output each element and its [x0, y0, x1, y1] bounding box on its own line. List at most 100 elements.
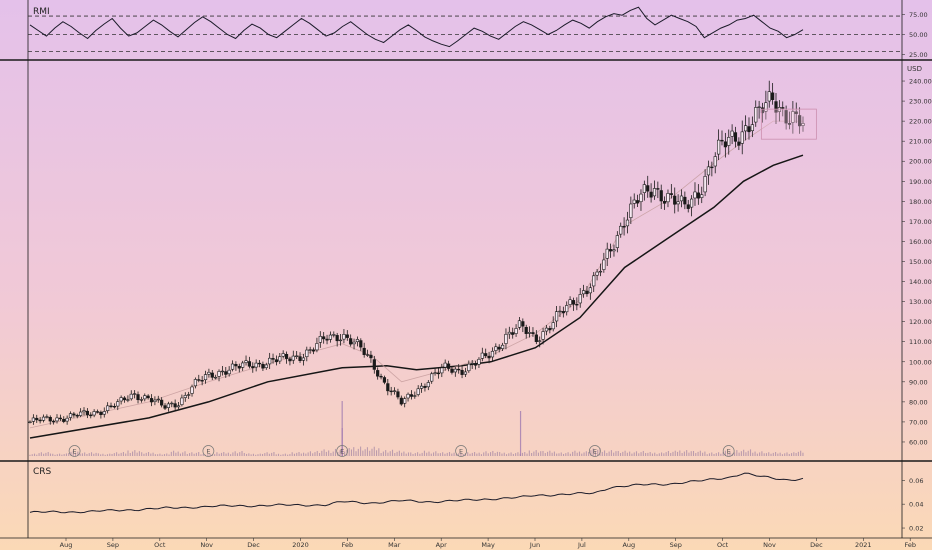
- earnings-marker: [68, 445, 81, 457]
- volume-bar: [65, 453, 67, 456]
- candle-body: [703, 176, 707, 193]
- volume-bar: [727, 452, 729, 456]
- volume-bar: [665, 452, 667, 456]
- volume-bar: [508, 453, 510, 456]
- candle-body: [281, 353, 285, 357]
- volume-bar: [547, 451, 549, 456]
- volume-bar: [141, 452, 143, 456]
- candle-body: [72, 413, 76, 416]
- candle-body: [65, 417, 69, 422]
- candle-body: [345, 334, 349, 338]
- volume-bar: [421, 452, 423, 456]
- candle-body: [706, 166, 711, 176]
- volume-bar: [293, 453, 296, 456]
- candle-body: [602, 259, 606, 270]
- candle-body: [92, 411, 96, 416]
- volume-bar: [686, 450, 688, 456]
- volume-bar: [704, 451, 706, 456]
- volume-bar: [375, 450, 378, 456]
- volume-bar: [227, 452, 229, 456]
- candle-body: [355, 339, 360, 343]
- candle-body: [382, 377, 387, 383]
- volume-bar: [75, 452, 77, 456]
- volume-bar: [549, 450, 551, 456]
- volume-bar: [296, 452, 298, 456]
- volume-bar: [97, 453, 99, 456]
- candle-body: [176, 405, 181, 408]
- time-tick-label: Feb: [342, 541, 354, 549]
- moving-average-slow: [29, 154, 804, 439]
- volume-bar: [195, 452, 197, 456]
- volume-bar: [754, 451, 756, 456]
- candle-body: [220, 370, 225, 373]
- volume-bar: [777, 453, 779, 456]
- candle-body: [497, 346, 501, 350]
- earnings-marker: [589, 445, 601, 457]
- candle-body: [450, 368, 454, 373]
- volume-bar: [501, 453, 503, 456]
- volume-bar: [505, 454, 508, 456]
- rmi-panel: RMI 25.00 50.00 75.00: [28, 6, 928, 59]
- candle-body: [139, 399, 143, 401]
- volume-bar: [236, 453, 239, 456]
- candle-body: [470, 362, 474, 365]
- volume-bar: [364, 449, 366, 456]
- volume-bar: [138, 451, 140, 456]
- volume-bar: [469, 453, 471, 456]
- candle-body: [710, 166, 714, 169]
- candle-body: [399, 397, 403, 405]
- candle-body: [426, 382, 430, 388]
- candle-body: [700, 194, 704, 198]
- volume-bar: [713, 453, 715, 456]
- volume-bar: [474, 452, 476, 456]
- crs-tick-label: 0.06: [909, 477, 923, 485]
- price-tick-label: 70.00: [909, 418, 928, 426]
- volume-bar: [182, 452, 184, 456]
- candle-body: [82, 410, 86, 413]
- candle-body: [187, 394, 191, 396]
- candle-body: [544, 327, 549, 332]
- volume-bar: [442, 452, 444, 456]
- volume-bar: [676, 451, 679, 456]
- volume-bar: [567, 452, 569, 456]
- candle-body: [676, 201, 680, 205]
- volume-bar: [752, 452, 754, 456]
- volume-bar: [47, 452, 49, 456]
- volume-bar: [134, 450, 136, 456]
- candle-body: [136, 394, 140, 401]
- volume-bar: [619, 453, 622, 456]
- volume-bar: [615, 451, 617, 456]
- candle-body: [244, 360, 248, 363]
- time-tick-label: Nov: [200, 541, 213, 549]
- candle-body: [592, 275, 596, 287]
- earnings-marker-label: E: [73, 448, 77, 456]
- candle-body: [210, 372, 214, 378]
- candle-body: [193, 379, 198, 387]
- candle-body: [251, 366, 255, 369]
- volume-bar: [435, 451, 437, 456]
- volume-bar: [150, 453, 152, 456]
- time-tick-label: Feb: [904, 541, 916, 549]
- volume-bar: [314, 452, 316, 456]
- volume-bar: [458, 453, 460, 456]
- volume-bar: [656, 454, 658, 456]
- volume-bar: [394, 453, 396, 456]
- candle-body: [75, 414, 79, 417]
- volume-bar: [189, 453, 191, 456]
- volume-bar: [344, 451, 346, 456]
- candle-body: [484, 353, 488, 357]
- candle-body: [122, 397, 127, 401]
- volume-bar: [606, 453, 608, 456]
- volume-bar: [610, 450, 612, 456]
- price-tick-label: 100.00: [909, 358, 932, 366]
- candle-body: [190, 386, 194, 394]
- candle-body: [517, 320, 522, 328]
- candle-body: [163, 405, 167, 409]
- volume-bar: [243, 453, 245, 456]
- candle-body: [308, 349, 312, 351]
- candle-body: [507, 331, 511, 335]
- candle-body: [170, 402, 174, 405]
- volume-bar: [179, 453, 181, 456]
- candle-body: [68, 413, 73, 418]
- volume-bar: [184, 451, 186, 456]
